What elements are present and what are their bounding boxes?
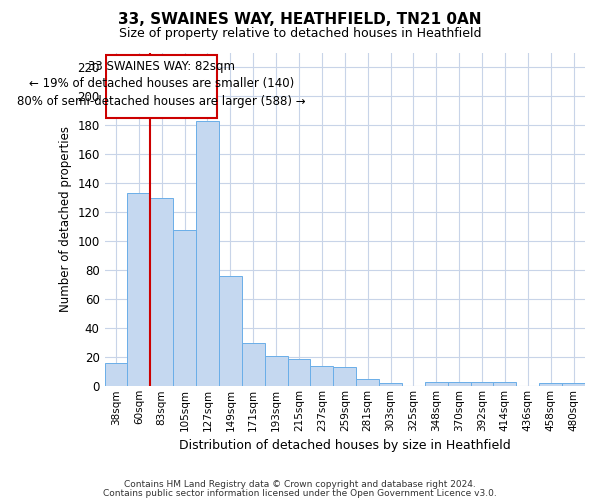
Bar xyxy=(219,276,242,386)
Bar xyxy=(539,384,562,386)
Bar xyxy=(127,194,150,386)
Text: 33 SWAINES WAY: 82sqm: 33 SWAINES WAY: 82sqm xyxy=(88,60,235,73)
Text: 80% of semi-detached houses are larger (588) →: 80% of semi-detached houses are larger (… xyxy=(17,94,305,108)
FancyBboxPatch shape xyxy=(106,56,217,118)
Bar xyxy=(493,382,517,386)
Bar xyxy=(104,363,127,386)
X-axis label: Distribution of detached houses by size in Heathfield: Distribution of detached houses by size … xyxy=(179,440,511,452)
Text: ← 19% of detached houses are smaller (140): ← 19% of detached houses are smaller (14… xyxy=(29,77,294,90)
Bar xyxy=(196,120,219,386)
Text: Contains public sector information licensed under the Open Government Licence v3: Contains public sector information licen… xyxy=(103,489,497,498)
Text: Size of property relative to detached houses in Heathfield: Size of property relative to detached ho… xyxy=(119,28,481,40)
Text: 33, SWAINES WAY, HEATHFIELD, TN21 0AN: 33, SWAINES WAY, HEATHFIELD, TN21 0AN xyxy=(118,12,482,28)
Bar xyxy=(242,342,265,386)
Bar xyxy=(356,379,379,386)
Bar xyxy=(562,384,585,386)
Bar xyxy=(265,356,287,386)
Bar xyxy=(334,368,356,386)
Bar xyxy=(150,198,173,386)
Bar xyxy=(425,382,448,386)
Bar xyxy=(173,230,196,386)
Y-axis label: Number of detached properties: Number of detached properties xyxy=(59,126,72,312)
Text: Contains HM Land Registry data © Crown copyright and database right 2024.: Contains HM Land Registry data © Crown c… xyxy=(124,480,476,489)
Bar xyxy=(287,358,310,386)
Bar xyxy=(448,382,470,386)
Bar xyxy=(310,366,334,386)
Bar xyxy=(379,384,402,386)
Bar xyxy=(470,382,493,386)
